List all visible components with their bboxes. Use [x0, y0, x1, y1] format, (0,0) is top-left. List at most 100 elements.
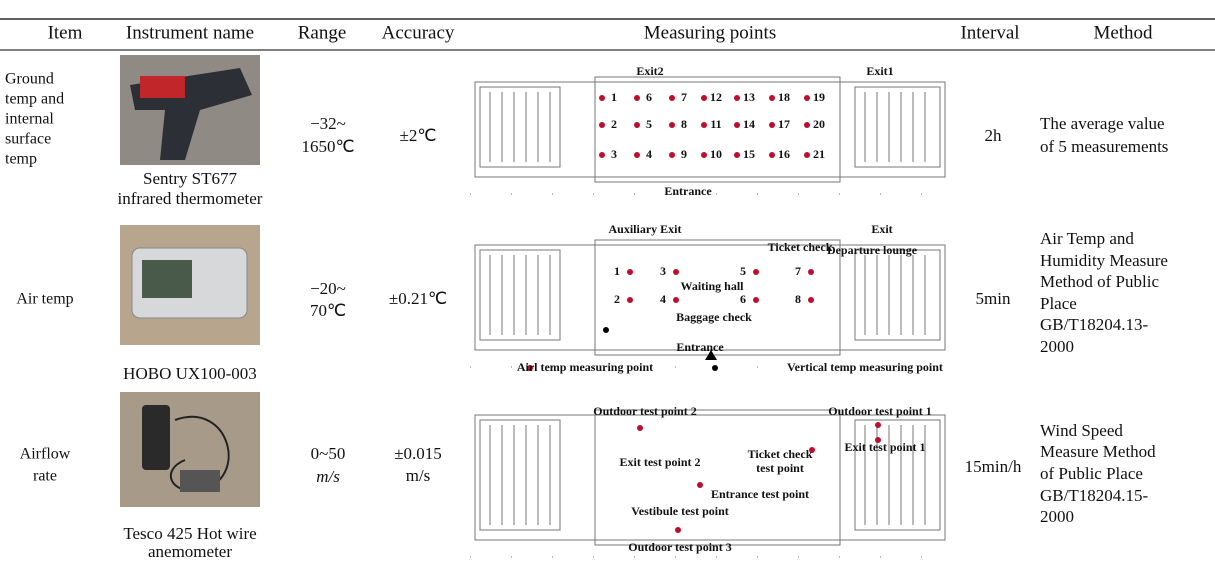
page: ItemInstrument nameRangeAccuracyMeasurin… [0, 0, 1215, 571]
method-cell: The average value [1040, 114, 1165, 133]
plan-label: Vestibule test point [631, 504, 729, 518]
plan-label: Ticket check [768, 240, 833, 254]
plan-label: Exit test point 1 [845, 440, 926, 454]
method-cell: Humidity Measure [1040, 251, 1168, 270]
plan-label: Entrance [664, 184, 712, 198]
range-cell: −20~ [310, 279, 346, 298]
instrument-name: anemometer [148, 542, 232, 561]
marker [804, 95, 810, 101]
accuracy-cell: ±0.015 [394, 444, 442, 463]
plan-label: Waiting hall [680, 279, 744, 293]
item-cell: internal [5, 111, 54, 128]
instrument-name: infrared thermometer [118, 189, 263, 208]
marker [809, 447, 815, 453]
marker [753, 269, 759, 275]
method-cell: of Public Place [1040, 464, 1143, 483]
marker [769, 95, 775, 101]
point-label: 3 [611, 147, 617, 161]
item-cell: rate [33, 468, 57, 485]
marker [734, 152, 740, 158]
plan-label: Entrance test point [711, 487, 809, 501]
marker [669, 122, 675, 128]
point-label: 4 [646, 147, 652, 161]
item-cell: temp and [5, 91, 64, 108]
plan-hall [595, 410, 840, 545]
marker [808, 297, 814, 303]
marker [769, 152, 775, 158]
instrument-name: Tesco 425 Hot wire [123, 524, 256, 543]
point-label: 17 [778, 117, 790, 131]
plan-label: Exit2 [636, 64, 663, 78]
plan-label: Departure lounge [827, 243, 918, 257]
plan-wing [480, 87, 560, 167]
point-label: 10 [710, 147, 722, 161]
range-cell: −32~ [310, 114, 346, 133]
plan-label: Ticket check [748, 447, 813, 461]
point-label: 7 [681, 90, 687, 104]
marker [804, 122, 810, 128]
marker [669, 95, 675, 101]
marker [769, 122, 775, 128]
item-cell: surface [5, 131, 51, 148]
legend-label: Vertical temp measuring point [787, 360, 943, 374]
marker [697, 482, 703, 488]
header-cell: Accuracy [382, 22, 455, 43]
marker [701, 152, 707, 158]
point-label: 14 [743, 117, 755, 131]
marker [701, 95, 707, 101]
point-label: 6 [646, 90, 652, 104]
point-label: 11 [710, 117, 721, 131]
marker [734, 122, 740, 128]
interval-cell: 5min [976, 289, 1011, 308]
marker [599, 122, 605, 128]
point-label: 2 [614, 292, 620, 306]
point-label: 2 [611, 117, 617, 131]
point-label: 13 [743, 90, 755, 104]
instrument-name: HOBO UX100-003 [123, 364, 257, 383]
accuracy-cell: m/s [406, 466, 431, 485]
plan-label: Exit1 [866, 64, 893, 78]
point-label: 6 [740, 292, 746, 306]
method-cell: Place [1040, 294, 1077, 313]
header-cell: Method [1093, 22, 1153, 43]
range-cell: m/s [316, 467, 340, 486]
range-cell: 0~50 [311, 444, 346, 463]
marker [599, 152, 605, 158]
marker [634, 152, 640, 158]
point-label: 16 [778, 147, 790, 161]
marker [712, 365, 718, 371]
marker [808, 269, 814, 275]
plan-wing [480, 250, 560, 340]
marker [637, 425, 643, 431]
point-label: 5 [646, 117, 652, 131]
marker [875, 422, 881, 428]
marker [875, 437, 881, 443]
marker [627, 297, 633, 303]
point-label: 8 [681, 117, 687, 131]
marker [634, 122, 640, 128]
plan-label: Exit [871, 222, 892, 236]
header-cell: Instrument name [126, 22, 254, 43]
marker [603, 327, 609, 333]
plan-wing [855, 87, 940, 167]
accuracy-cell: ±2℃ [400, 126, 437, 145]
plan-wing [855, 250, 940, 340]
legend-label: Airl temp measuring point [517, 360, 653, 374]
interval-cell: 2h [985, 126, 1003, 145]
plan-label: Entrance [676, 340, 724, 354]
item-cell: Airflow [20, 446, 71, 463]
item-cell: Ground [5, 71, 54, 88]
photo-anemometer [120, 392, 260, 507]
marker [701, 122, 707, 128]
instrument-name: Sentry ST677 [143, 169, 237, 188]
plan-label: Exit test point 2 [620, 455, 701, 469]
point-label: 12 [710, 90, 722, 104]
marker [669, 152, 675, 158]
table-figure: ItemInstrument nameRangeAccuracyMeasurin… [0, 0, 1215, 571]
point-label: 19 [813, 90, 825, 104]
method-cell: Wind Speed [1040, 421, 1123, 440]
marker [634, 95, 640, 101]
plan-wing [855, 420, 940, 530]
plan-label: Auxiliary Exit [608, 222, 681, 236]
plan-label: Outdoor test point 1 [828, 404, 931, 418]
